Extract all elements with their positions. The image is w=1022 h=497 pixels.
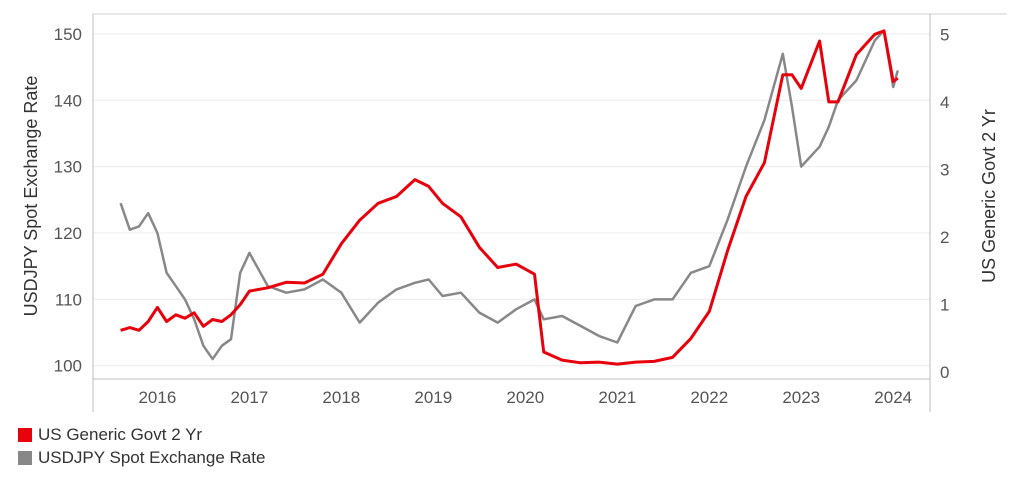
gridlines bbox=[93, 33, 930, 367]
right-tick-label: 2 bbox=[940, 228, 949, 247]
left-tick-label: 130 bbox=[54, 158, 82, 177]
left-axis-title: USDJPY Spot Exchange Rate bbox=[21, 76, 41, 317]
right-tick-label: 0 bbox=[940, 363, 949, 382]
right-tick-label: 4 bbox=[940, 93, 949, 112]
left-tick-label: 120 bbox=[54, 224, 82, 243]
right-axis-ticks: 0 1 2 3 4 5 bbox=[940, 25, 949, 382]
x-tick-label: 2023 bbox=[782, 388, 820, 407]
right-tick-label: 1 bbox=[940, 296, 949, 315]
left-tick-label: 140 bbox=[54, 91, 82, 110]
legend-swatch-usdjpy bbox=[18, 450, 32, 465]
right-tick-label: 3 bbox=[940, 160, 949, 179]
x-tick-label: 2022 bbox=[690, 388, 728, 407]
x-tick-label: 2016 bbox=[138, 388, 176, 407]
legend-item-usdjpy: USDJPY Spot Exchange Rate bbox=[18, 446, 265, 469]
x-tick-label: 2018 bbox=[322, 388, 360, 407]
x-tick-label: 2024 bbox=[874, 388, 912, 407]
right-tick-label: 5 bbox=[940, 25, 949, 44]
legend-label-usdjpy: USDJPY Spot Exchange Rate bbox=[38, 447, 266, 467]
left-tick-label: 150 bbox=[54, 25, 82, 44]
legend-label-us-2yr: US Generic Govt 2 Yr bbox=[38, 424, 203, 444]
dual-axis-line-chart: 2016 2017 2018 2019 2020 2021 2022 2023 2024 100… bbox=[21, 13, 1007, 412]
legend-item-us-2yr: US Generic Govt 2 Yr bbox=[18, 423, 265, 446]
x-axis-ticks: 2016 2017 2018 2019 2020 2021 2022 2023 2024 bbox=[138, 388, 912, 407]
left-tick-label: 110 bbox=[55, 290, 82, 309]
x-tick-label: 2020 bbox=[506, 388, 544, 407]
series-line-us-2yr bbox=[120, 29, 899, 366]
x-tick-label: 2021 bbox=[598, 388, 636, 407]
series-lines bbox=[119, 29, 900, 366]
right-axis-title: US Generic Govt 2 Yr bbox=[979, 109, 999, 283]
left-tick-label: 100 bbox=[54, 357, 82, 376]
x-tick-label: 2019 bbox=[414, 388, 452, 407]
left-axis-ticks: 100 110 120 130 140 150 bbox=[54, 25, 82, 376]
legend: US Generic Govt 2 Yr USDJPY Spot Exchang… bbox=[18, 423, 265, 469]
legend-swatch-us-2yr bbox=[18, 427, 32, 442]
series-line-usdjpy bbox=[119, 29, 900, 361]
x-tick-label: 2017 bbox=[230, 388, 268, 407]
